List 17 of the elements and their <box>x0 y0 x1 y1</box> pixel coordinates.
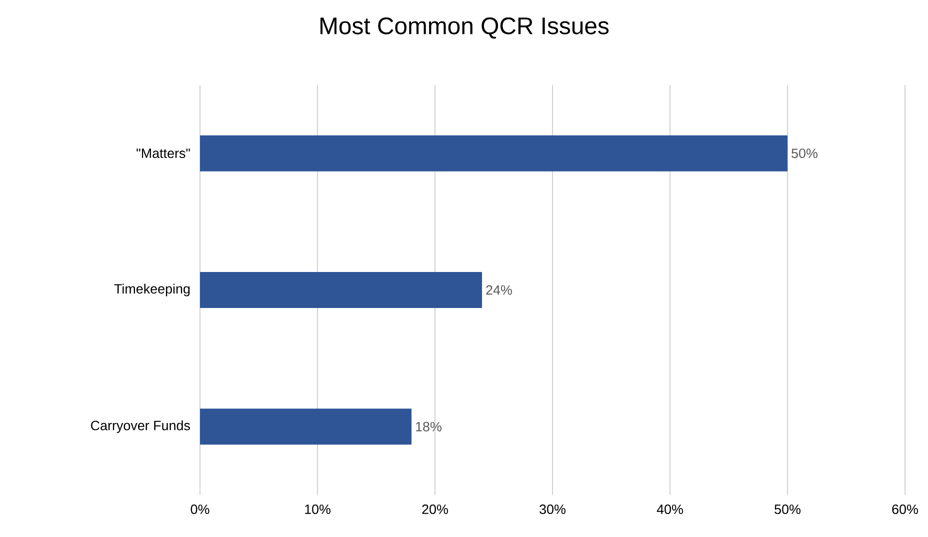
x-tick-label: 60% <box>892 504 918 514</box>
data-label: 24% <box>486 285 512 295</box>
x-tick-label: 30% <box>540 504 566 514</box>
x-tick-label: 0% <box>190 504 210 514</box>
bar <box>200 408 412 445</box>
chart-title: Most Common QCR Issues <box>320 17 609 39</box>
y-tick-label: Carryover Funds <box>91 420 190 433</box>
data-label: 18% <box>416 422 442 432</box>
data-label: 50% <box>792 148 818 158</box>
bar <box>200 272 482 308</box>
x-tick-label: 10% <box>305 504 330 514</box>
y-tick-label: "Matters" <box>136 148 190 158</box>
x-tick-label: 20% <box>422 504 448 514</box>
bar <box>200 135 788 172</box>
x-tick-label: 40% <box>656 504 683 514</box>
y-tick-label: Timekeeping <box>114 284 190 296</box>
x-tick-label: 50% <box>774 504 800 514</box>
